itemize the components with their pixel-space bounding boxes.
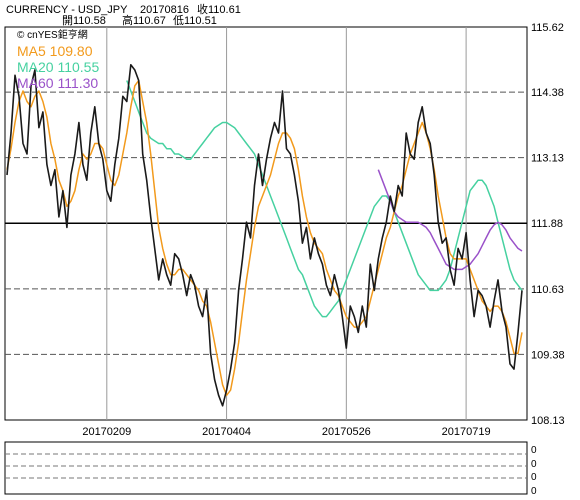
x-tick-label: 20170719 [442, 426, 491, 438]
watermark-text: cnYES鉅亨網 [27, 30, 88, 41]
y-tick-label: 110.63 [531, 284, 564, 296]
y-tick-label: 114.38 [531, 87, 564, 99]
sub-tick-label: 0 [531, 459, 537, 470]
sub-tick-label: 0 [531, 472, 537, 483]
y-tick-label: 113.13 [531, 153, 564, 165]
sub-plot-frame [4, 441, 528, 495]
y-tick-label: 108.13 [531, 415, 565, 427]
legend-ma20: MA20 110.55 [17, 59, 100, 75]
series-lines [6, 64, 523, 407]
x-tick-label: 20170526 [322, 426, 371, 438]
header-date: 20170816 [140, 4, 189, 16]
header-open: 開110.58 [62, 15, 106, 27]
series-line-ma5 [6, 79, 523, 397]
header-close: 收110.61 [197, 4, 241, 16]
header-high: 高110.67 [122, 15, 166, 27]
header-low: 低110.51 [173, 15, 217, 27]
y-tick-label: 109.38 [531, 349, 565, 361]
x-axis-labels: 20170209 20170404 20170526 20170719 [82, 426, 490, 438]
grid-lines [5, 27, 527, 420]
copyright-icon: © [17, 30, 25, 41]
sub-tick-label: 0 [531, 486, 537, 497]
x-tick-label: 20170209 [82, 426, 131, 438]
header-symbol: CURRENCY - USD_JPY [6, 4, 128, 16]
watermark: © cnYES鉅亨網 [17, 30, 88, 42]
y-axis-labels: 115.62 114.38 113.13 111.88 110.63 109.38 108.… [531, 22, 565, 427]
legend-ma5: MA5 109.80 [17, 43, 93, 59]
series-line-usd-jpy [6, 64, 523, 407]
legend-ma60: MA60 111.30 [17, 75, 99, 91]
sub-tick-label: 0 [531, 445, 537, 456]
y-tick-label: 115.62 [531, 22, 564, 34]
x-tick-label: 20170404 [202, 426, 251, 438]
series-line-ma20 [126, 80, 523, 318]
y-tick-label: 111.88 [531, 218, 563, 230]
